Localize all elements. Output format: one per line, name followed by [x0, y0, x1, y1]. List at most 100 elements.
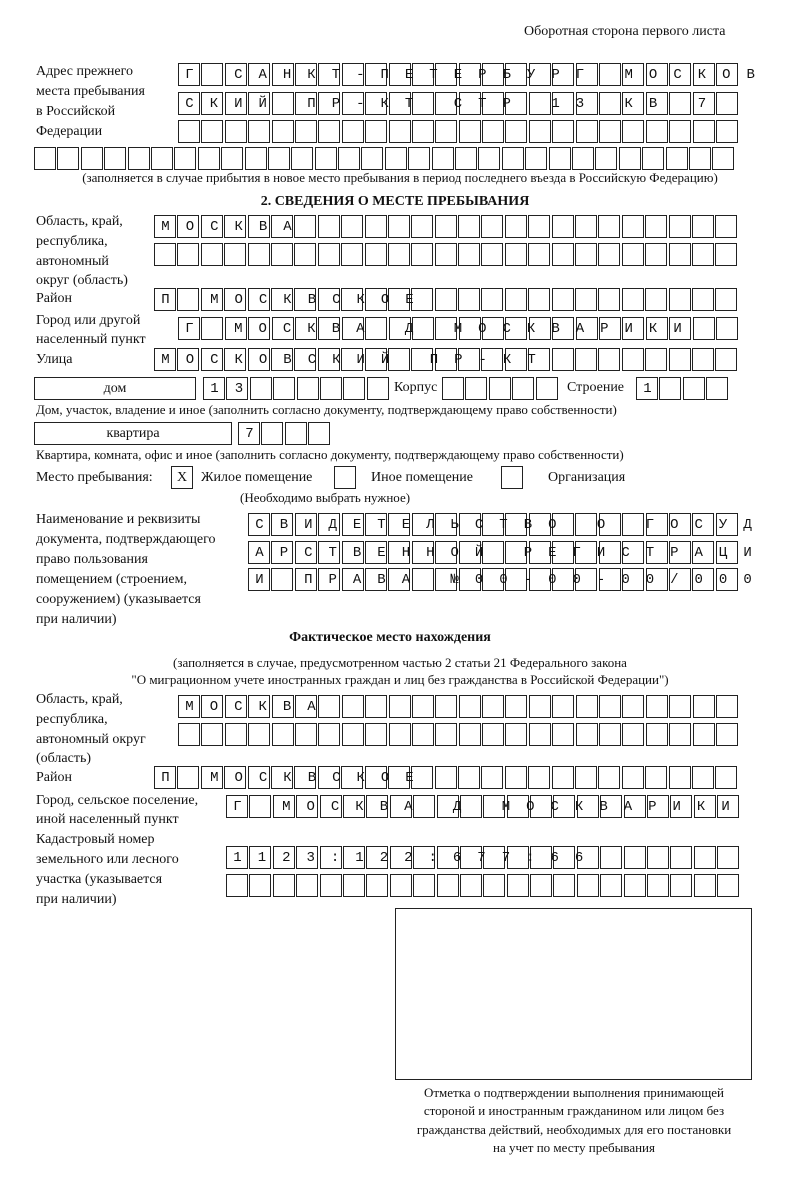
char-cell[interactable]	[224, 288, 247, 311]
char-cell[interactable]	[296, 874, 319, 897]
char-cell[interactable]	[294, 288, 317, 311]
char-cell[interactable]	[642, 147, 665, 170]
char-cell[interactable]	[224, 348, 247, 371]
char-cell[interactable]	[388, 92, 411, 115]
char-cell[interactable]	[645, 288, 668, 311]
char-cell[interactable]	[669, 92, 692, 115]
char-cell[interactable]	[434, 288, 457, 311]
char-cell[interactable]	[201, 120, 224, 143]
char-cell[interactable]	[365, 120, 388, 143]
char-cell[interactable]	[458, 288, 481, 311]
char-cell[interactable]	[575, 317, 598, 340]
char-cell[interactable]	[389, 795, 412, 818]
char-cell[interactable]	[294, 348, 317, 371]
district-cells[interactable]: П МОСКВСКОЕ	[154, 288, 739, 312]
char-cell[interactable]	[528, 92, 551, 115]
char-cell[interactable]	[221, 147, 244, 170]
char-cell[interactable]	[504, 288, 527, 311]
char-cell[interactable]	[411, 243, 434, 266]
char-cell[interactable]	[247, 348, 270, 371]
char-cell[interactable]	[481, 288, 504, 311]
char-cell[interactable]	[271, 120, 294, 143]
char-cell[interactable]	[481, 348, 504, 371]
char-cell[interactable]	[528, 63, 551, 86]
char-cell[interactable]	[599, 723, 622, 746]
char-cell[interactable]	[623, 874, 646, 897]
checkbox-other-premises[interactable]	[334, 466, 356, 489]
char-cell[interactable]	[622, 63, 645, 86]
char-cell[interactable]	[388, 568, 411, 591]
char-cell[interactable]	[715, 92, 738, 115]
char-cell[interactable]	[388, 63, 411, 86]
char-cell[interactable]	[388, 541, 411, 564]
char-cell[interactable]	[645, 541, 668, 564]
char-cell[interactable]	[575, 695, 598, 718]
char-cell[interactable]	[551, 243, 574, 266]
char-cell[interactable]	[272, 874, 295, 897]
char-cell[interactable]	[249, 846, 272, 869]
char-cell[interactable]	[224, 695, 247, 718]
char-cell[interactable]	[571, 147, 594, 170]
char-cell[interactable]	[621, 243, 644, 266]
char-cell[interactable]	[715, 723, 738, 746]
char-cell[interactable]	[294, 120, 317, 143]
char-cell[interactable]	[341, 568, 364, 591]
char-cell[interactable]	[341, 513, 364, 536]
char-cell[interactable]	[551, 288, 574, 311]
char-cell[interactable]	[318, 513, 341, 536]
char-cell[interactable]	[576, 846, 599, 869]
char-cell[interactable]	[270, 348, 293, 371]
char-cell[interactable]	[411, 215, 434, 238]
char-cell[interactable]	[575, 541, 598, 564]
char-cell[interactable]	[317, 766, 340, 789]
char-cell[interactable]	[224, 215, 247, 238]
char-cell[interactable]	[575, 766, 598, 789]
char-cell[interactable]	[645, 723, 668, 746]
char-cell[interactable]	[411, 92, 434, 115]
char-cell[interactable]	[435, 120, 458, 143]
char-cell[interactable]	[248, 723, 271, 746]
char-cell[interactable]	[575, 288, 598, 311]
char-cell[interactable]	[598, 243, 621, 266]
char-cell[interactable]	[598, 348, 621, 371]
char-cell[interactable]	[621, 766, 644, 789]
char-cell[interactable]	[552, 92, 575, 115]
document-row-2[interactable]: АРСТВЕННОЙ РЕГИСТРАЦИ	[248, 541, 752, 565]
char-cell[interactable]	[669, 695, 692, 718]
char-cell[interactable]	[34, 147, 56, 170]
char-cell[interactable]	[389, 846, 412, 869]
char-cell[interactable]	[598, 215, 621, 238]
char-cell[interactable]	[505, 120, 528, 143]
char-cell[interactable]	[178, 92, 200, 115]
char-cell[interactable]	[174, 147, 197, 170]
char-cell[interactable]	[319, 377, 342, 400]
char-cell[interactable]	[411, 513, 434, 536]
char-cell[interactable]	[504, 215, 527, 238]
char-cell[interactable]	[692, 63, 715, 86]
actual-region-row-1[interactable]: МОСКВА	[178, 695, 739, 719]
char-cell[interactable]	[691, 215, 714, 238]
char-cell[interactable]	[226, 377, 249, 400]
document-row-1[interactable]: СВИДЕТЕЛЬСТВО О ГОСУД	[248, 513, 752, 537]
char-cell[interactable]	[669, 541, 692, 564]
char-cell[interactable]	[505, 568, 528, 591]
actual-district-cells[interactable]: П МОСКВСКОЕ	[154, 766, 739, 790]
char-cell[interactable]	[481, 215, 504, 238]
char-cell[interactable]	[505, 63, 528, 86]
char-cell[interactable]	[178, 63, 200, 86]
char-cell[interactable]	[669, 317, 692, 340]
char-cell[interactable]	[488, 377, 511, 400]
char-cell[interactable]	[715, 215, 738, 238]
char-cell[interactable]	[712, 147, 735, 170]
char-cell[interactable]	[715, 288, 738, 311]
char-cell[interactable]	[154, 766, 176, 789]
char-cell[interactable]	[413, 846, 436, 869]
char-cell[interactable]	[318, 120, 341, 143]
char-cell[interactable]	[504, 243, 527, 266]
char-cell[interactable]	[388, 695, 411, 718]
char-cell[interactable]	[692, 695, 715, 718]
char-cell[interactable]	[530, 846, 553, 869]
char-cell[interactable]	[528, 766, 551, 789]
char-cell[interactable]	[435, 541, 458, 564]
char-cell[interactable]	[670, 795, 693, 818]
